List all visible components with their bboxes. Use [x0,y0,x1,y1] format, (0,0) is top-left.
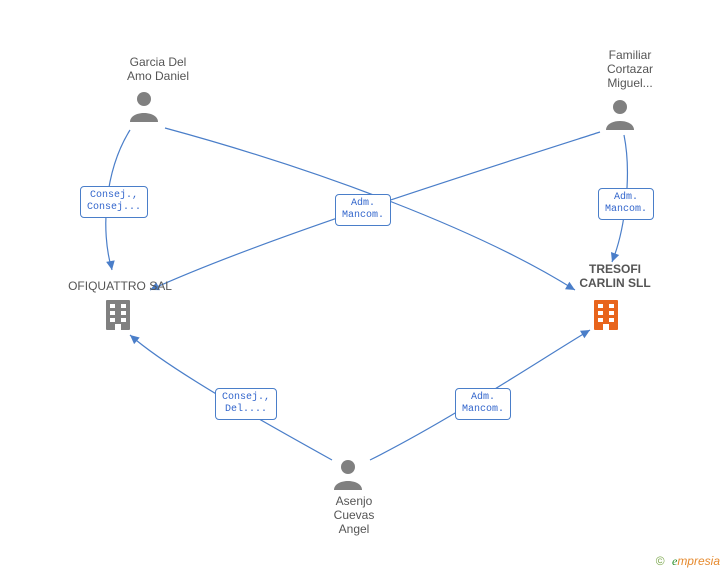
person-icon [334,460,362,490]
brand-name: empresia [672,554,720,568]
node-label-p3: Asenjo Cuevas Angel [324,494,384,536]
node-label-p2: Familiar Cortazar Miguel... [590,48,670,90]
building-icon [106,300,130,330]
footer-credit: © empresia [656,554,720,569]
edge-label-p3-c1: Consej., Del.... [215,388,277,420]
edge-label-p2-c2: Adm. Mancom. [598,188,654,220]
diagram-canvas: Consej., Consej... Adm. Mancom. Adm. Manco… [0,0,728,575]
node-label-c2: TRESOFI CARLIN SLL [560,262,670,290]
person-icon [130,92,158,122]
arrowhead [130,335,140,344]
arrowhead [106,260,115,270]
arrowhead [580,330,590,338]
person-icon [606,100,634,130]
edge-label-p1-c1: Consej., Consej... [80,186,148,218]
copyright-symbol: © [656,554,665,568]
node-label-c1: OFIQUATTRO SAL [60,279,180,293]
node-label-p1: Garcia Del Amo Daniel [118,55,198,83]
arrowhead [611,252,619,262]
building-icon [594,300,618,330]
edge-label-p1-c2: Adm. Mancom. [335,194,391,226]
edge-label-p3-c2: Adm. Mancom. [455,388,511,420]
